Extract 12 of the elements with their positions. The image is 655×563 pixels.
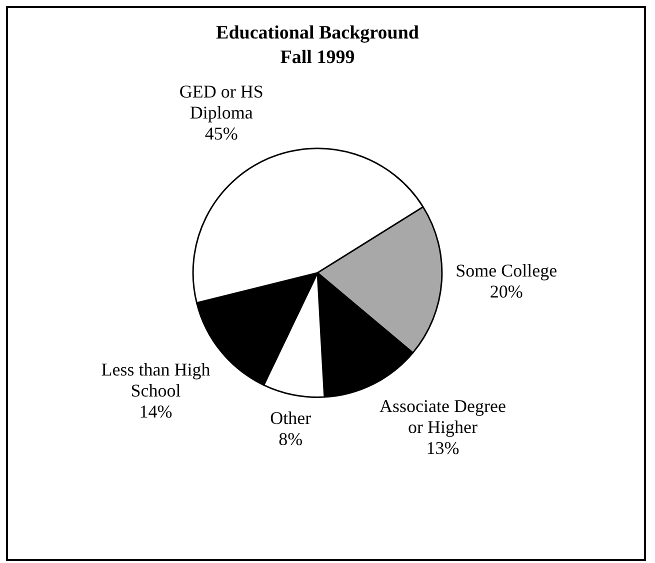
- slice-label: Other: [270, 408, 312, 428]
- data-label: 14%: [139, 402, 172, 422]
- chart-subtitle: Fall 1999: [280, 47, 355, 68]
- slice-label: Less than High School: [101, 360, 210, 401]
- slice-label: Some College: [456, 260, 558, 281]
- data-label: 8%: [278, 428, 303, 449]
- chart-title: Educational Background: [216, 22, 420, 44]
- slice-label: Associate Degree or Higher: [379, 396, 506, 437]
- slice-label: GED or HS Diploma: [179, 82, 264, 123]
- data-label: 45%: [204, 124, 238, 144]
- data-label: 13%: [426, 438, 460, 458]
- data-label: 20%: [490, 282, 523, 302]
